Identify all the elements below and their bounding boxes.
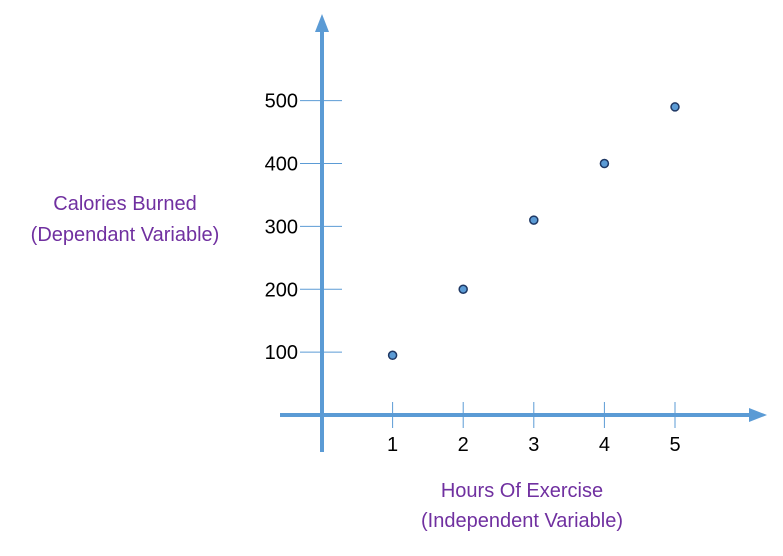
- y-axis-arrowhead: [315, 14, 329, 32]
- data-point-3: [529, 215, 539, 225]
- y-tick-label-200: 200: [265, 279, 298, 301]
- y-tick-label-500: 500: [265, 91, 298, 113]
- x-tick-label-5: 5: [669, 434, 680, 456]
- ticks-layer: 100 200 300 400 500 1 2 3 4 5: [265, 91, 681, 456]
- x-axis-title-line1: Hours Of Exercise: [441, 480, 603, 502]
- points-layer: [387, 102, 680, 361]
- x-tick-label-4: 4: [599, 434, 610, 456]
- x-tick-label-3: 3: [528, 434, 539, 456]
- axes-layer: [280, 14, 767, 452]
- x-axis-title-line2: (Independent Variable): [421, 510, 623, 532]
- x-axis-arrowhead: [749, 408, 767, 422]
- data-point-1: [387, 350, 398, 361]
- x-tick-label-1: 1: [387, 434, 398, 456]
- titles-layer: Calories Burned (Dependant Variable) Hou…: [31, 193, 623, 532]
- x-tick-label-2: 2: [458, 434, 469, 456]
- y-tick-label-100: 100: [265, 342, 298, 364]
- data-point-4: [599, 158, 610, 169]
- data-point-5: [670, 102, 680, 112]
- data-point-2: [458, 284, 468, 295]
- y-tick-label-300: 300: [265, 216, 298, 238]
- y-tick-label-400: 400: [265, 154, 298, 176]
- y-axis-title-line2: (Dependant Variable): [31, 224, 220, 246]
- y-axis-title-line1: Calories Burned: [53, 193, 196, 215]
